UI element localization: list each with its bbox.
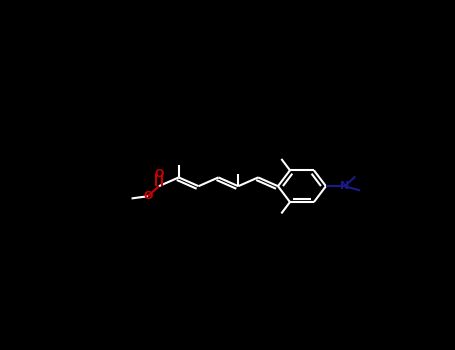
Text: O: O bbox=[143, 191, 152, 201]
Text: N: N bbox=[340, 181, 349, 191]
Text: O: O bbox=[154, 169, 163, 178]
